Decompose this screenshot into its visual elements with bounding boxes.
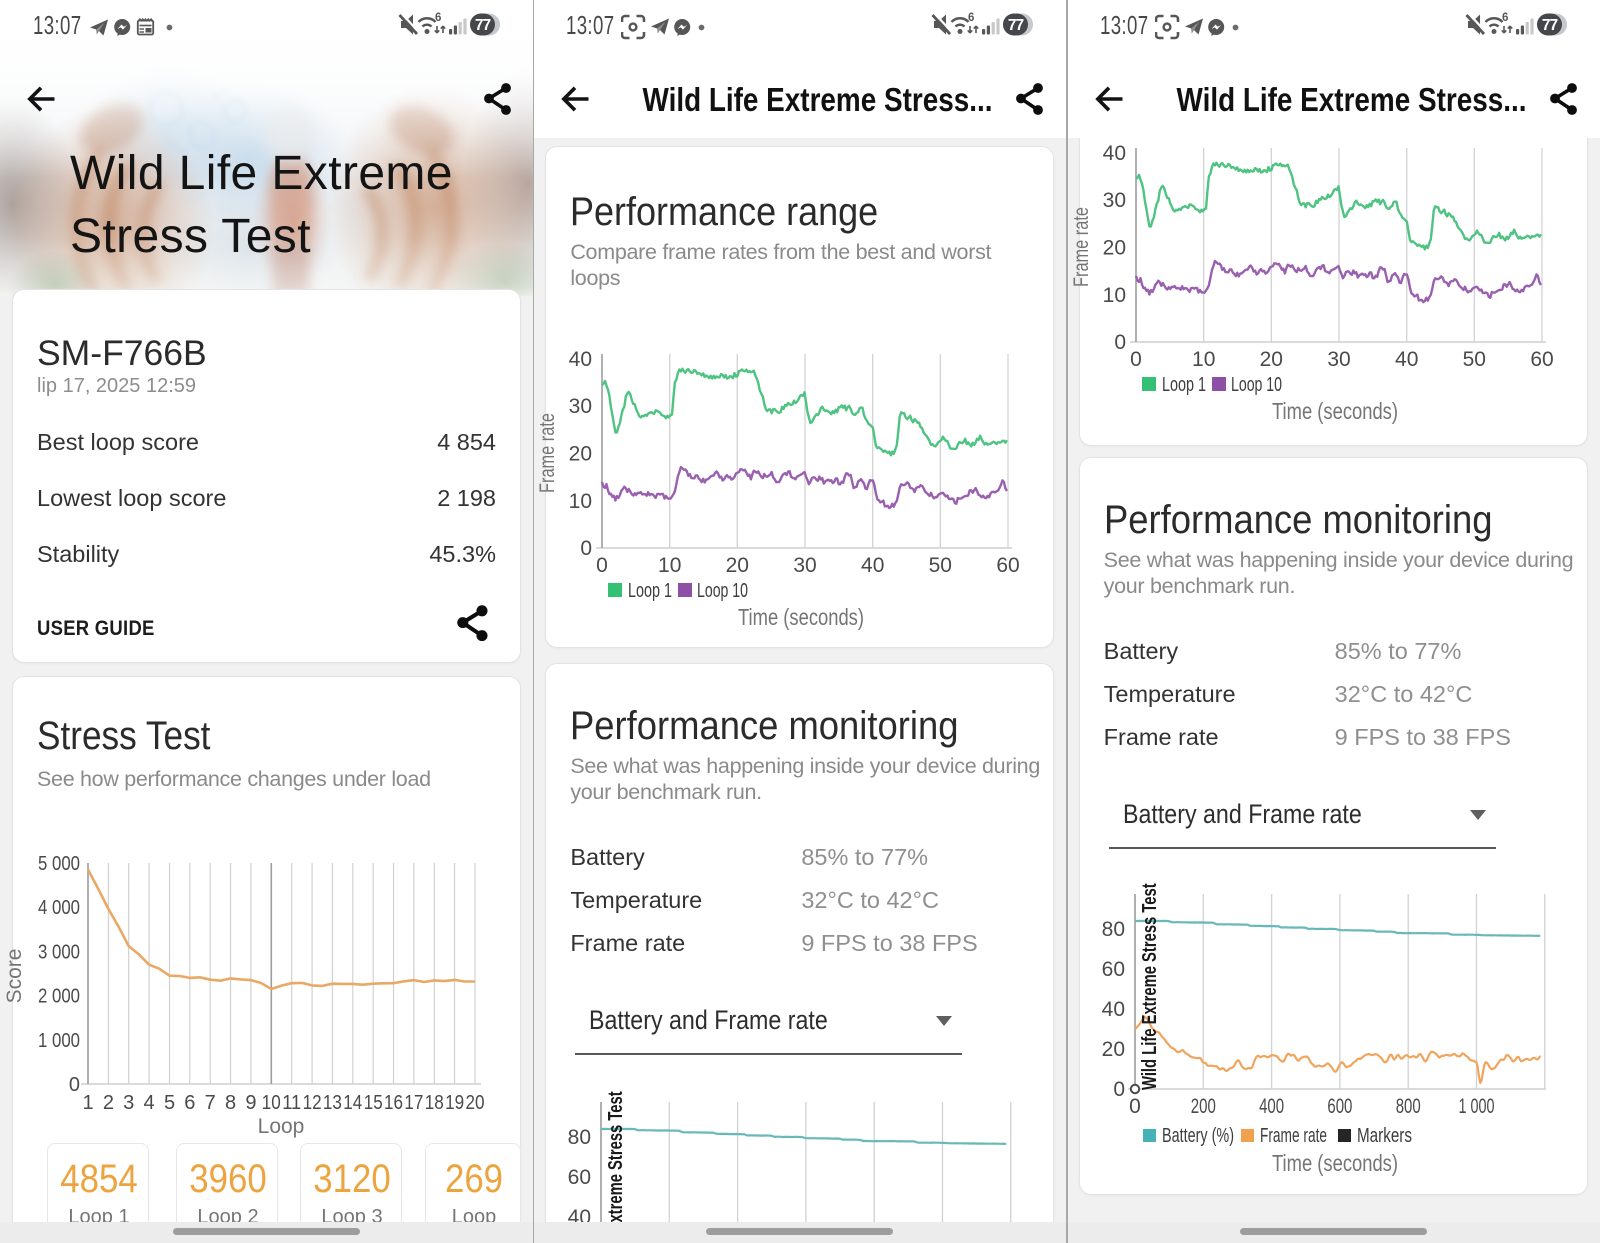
svg-text:50: 50 xyxy=(1462,348,1485,371)
svg-text:2 000: 2 000 xyxy=(38,986,80,1008)
svg-text:30: 30 xyxy=(1327,348,1350,371)
svg-text:40: 40 xyxy=(1395,348,1418,371)
svg-text:17: 17 xyxy=(404,1092,423,1114)
svg-text:0: 0 xyxy=(581,537,593,560)
svg-text:6: 6 xyxy=(435,12,441,24)
svg-text:16: 16 xyxy=(384,1092,403,1114)
svg-text:15: 15 xyxy=(364,1092,383,1114)
svg-text:600: 600 xyxy=(1327,1095,1352,1118)
svg-text:10: 10 xyxy=(1192,348,1215,371)
svg-text:60: 60 xyxy=(997,554,1020,577)
svg-text:0: 0 xyxy=(596,554,608,577)
svg-text:3 000: 3 000 xyxy=(38,941,80,963)
svg-text:18: 18 xyxy=(425,1092,444,1114)
svg-text:Frame rate: Frame rate xyxy=(536,413,559,493)
svg-text:19: 19 xyxy=(445,1092,464,1114)
svg-text:Wild Life Extreme Stress Test: Wild Life Extreme Stress Test xyxy=(1137,883,1160,1090)
svg-text:Frame rate: Frame rate xyxy=(1260,1125,1327,1147)
svg-text:1 000: 1 000 xyxy=(38,1030,80,1052)
svg-text:20: 20 xyxy=(1259,348,1282,371)
svg-text:Loop 1: Loop 1 xyxy=(1162,374,1206,396)
svg-text:0: 0 xyxy=(1113,1078,1125,1101)
svg-text:60: 60 xyxy=(1530,348,1553,371)
svg-text:Time (seconds): Time (seconds) xyxy=(738,604,864,630)
svg-text:30: 30 xyxy=(794,554,817,577)
svg-text:0: 0 xyxy=(1130,348,1142,371)
svg-text:20: 20 xyxy=(1102,237,1125,260)
svg-text:Frame rate: Frame rate xyxy=(1070,207,1093,287)
svg-text:40: 40 xyxy=(1101,998,1124,1021)
svg-text:30: 30 xyxy=(569,395,592,418)
svg-text:Time (seconds): Time (seconds) xyxy=(1272,1150,1398,1176)
svg-text:60: 60 xyxy=(568,1166,591,1189)
svg-text:77: 77 xyxy=(1008,17,1024,34)
svg-text:400: 400 xyxy=(1259,1095,1284,1118)
svg-text:3: 3 xyxy=(123,1092,134,1114)
svg-text:Loop 1: Loop 1 xyxy=(628,580,672,602)
svg-text:2: 2 xyxy=(103,1092,114,1114)
svg-text:10: 10 xyxy=(1102,284,1125,307)
svg-text:4: 4 xyxy=(144,1092,155,1114)
svg-text:60: 60 xyxy=(1101,958,1124,981)
svg-text:10: 10 xyxy=(262,1092,281,1114)
svg-text:40: 40 xyxy=(861,554,884,577)
svg-text:5: 5 xyxy=(164,1092,175,1114)
svg-text:Time (seconds): Time (seconds) xyxy=(1272,398,1398,424)
svg-text:6: 6 xyxy=(184,1092,195,1114)
svg-text:Loop 10: Loop 10 xyxy=(1231,374,1282,396)
svg-text:1 000: 1 000 xyxy=(1458,1095,1494,1118)
svg-text:12: 12 xyxy=(303,1092,322,1114)
svg-text:4 000: 4 000 xyxy=(38,897,80,919)
svg-text:6: 6 xyxy=(1502,12,1508,24)
svg-text:40: 40 xyxy=(569,348,592,371)
svg-text:77: 77 xyxy=(475,17,491,34)
svg-text:14: 14 xyxy=(343,1092,362,1114)
svg-text:9: 9 xyxy=(245,1092,256,1114)
svg-text:8: 8 xyxy=(225,1092,236,1114)
svg-text:20: 20 xyxy=(726,554,749,577)
svg-text:0: 0 xyxy=(1129,1095,1141,1118)
svg-text:11: 11 xyxy=(282,1092,301,1114)
svg-text:10: 10 xyxy=(658,554,681,577)
svg-text:200: 200 xyxy=(1190,1095,1215,1118)
svg-text:0: 0 xyxy=(1114,331,1126,354)
svg-text:13: 13 xyxy=(323,1092,342,1114)
svg-text:40: 40 xyxy=(1102,142,1125,165)
svg-text:800: 800 xyxy=(1395,1095,1420,1118)
svg-text:Battery (%): Battery (%) xyxy=(1162,1125,1234,1147)
svg-text:0: 0 xyxy=(69,1074,80,1096)
svg-text:77: 77 xyxy=(1542,17,1558,34)
svg-text:20: 20 xyxy=(466,1092,485,1114)
svg-text:Markers: Markers xyxy=(1357,1125,1412,1147)
svg-text:Score: Score xyxy=(3,949,26,1004)
svg-text:Loop: Loop xyxy=(258,1115,305,1138)
svg-text:Wild Life Extreme Stress Test: Wild Life Extreme Stress Test xyxy=(604,1091,627,1243)
svg-text:30: 30 xyxy=(1102,189,1125,212)
svg-text:5 000: 5 000 xyxy=(38,853,80,875)
svg-text:10: 10 xyxy=(569,490,592,513)
svg-text:80: 80 xyxy=(1101,918,1124,941)
svg-text:Loop 10: Loop 10 xyxy=(697,580,748,602)
svg-text:80: 80 xyxy=(568,1126,591,1149)
svg-text:1: 1 xyxy=(82,1092,93,1114)
svg-text:7: 7 xyxy=(205,1092,216,1114)
svg-text:20: 20 xyxy=(569,443,592,466)
svg-text:50: 50 xyxy=(929,554,952,577)
svg-text:20: 20 xyxy=(1101,1038,1124,1061)
svg-text:6: 6 xyxy=(968,12,974,24)
